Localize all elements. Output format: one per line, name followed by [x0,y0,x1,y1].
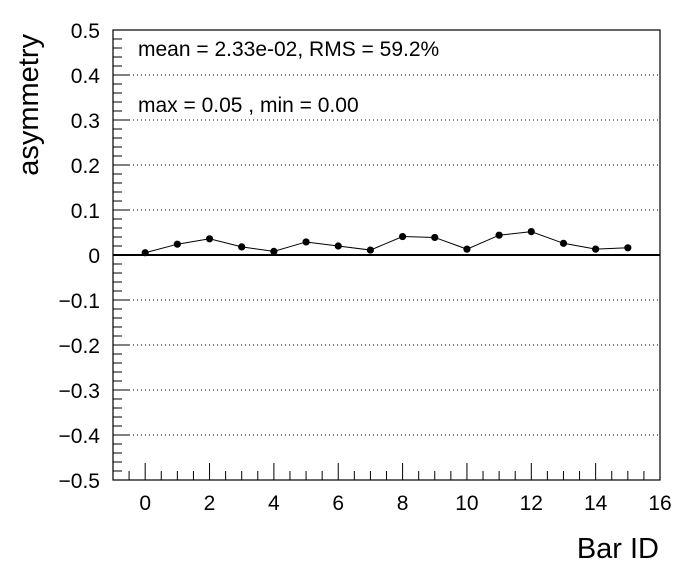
x-tick-label: 8 [397,492,409,515]
range-annotation: max = 0.05 , min = 0.00 [138,94,359,117]
data-point [366,246,375,254]
y-tick-label: −0.1 [59,290,100,313]
data-point [398,232,407,241]
data-point [238,243,246,251]
y-tick-label: 0.2 [71,155,100,178]
y-tick-label: 0.3 [71,110,100,133]
data-point [173,240,181,248]
data-point [592,245,600,253]
y-tick-label: −0.3 [59,380,100,403]
axis-ticks [112,29,661,481]
x-tick-label: 0 [139,492,151,515]
x-tick-label: 6 [332,492,344,515]
x-tick-label: 2 [204,492,216,515]
y-tick-label: −0.4 [59,425,101,448]
data-point [302,238,310,246]
plot-frame [112,29,661,481]
series-line [145,231,628,254]
y-tick-label: 0.1 [71,200,100,223]
x-tick-label: 14 [584,492,608,515]
x-tick-label: 10 [455,492,478,515]
data-point [205,235,214,243]
tick-labels: −0.5 −0.4 −0.3 −0.2 −0.1 0 0.1 0.2 0.3 0.4 0.5 0 2 4 6… [59,20,672,515]
y-axis-title: asymmetry [13,34,45,176]
y-tick-label: 0.5 [71,20,100,43]
data-point [495,231,503,239]
x-axis-title: Bar ID [577,533,659,565]
x-tick-label: 16 [648,492,671,515]
data-point [431,233,439,242]
y-tick-label: 0.4 [71,65,101,88]
data-point [270,247,278,255]
y-tick-label: 0 [88,245,100,268]
data-series [141,228,632,257]
data-point [141,249,149,257]
data-point [624,244,632,252]
stats-annotation: mean = 2.33e-02, RMS = 59.2% [138,38,439,61]
y-tick-label: −0.5 [59,470,100,493]
x-tick-label: 12 [520,492,543,515]
x-tick-label: 4 [268,492,280,515]
data-point [334,242,342,250]
y-tick-label: −0.2 [59,335,100,358]
data-point [463,245,471,253]
data-point [527,228,535,236]
data-point [559,239,568,247]
